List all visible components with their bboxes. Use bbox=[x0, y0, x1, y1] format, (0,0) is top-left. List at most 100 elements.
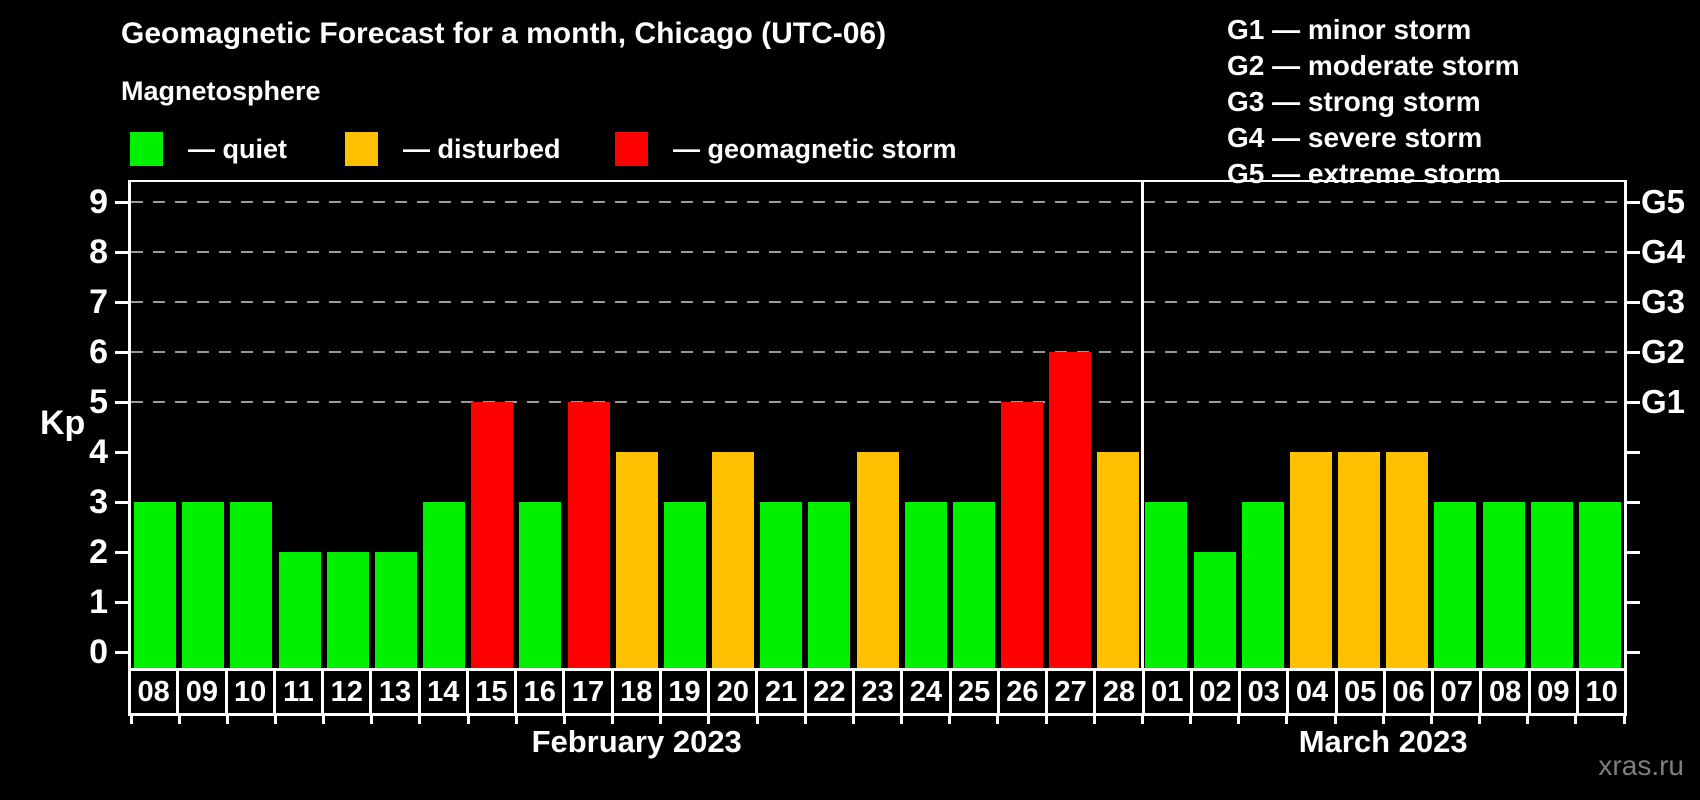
date-boundary-tick bbox=[803, 716, 807, 724]
right-axis-tick bbox=[1627, 550, 1640, 554]
plot-area: 0 1 2 3 4 5 6 7 8 9 G1 G2 G3 G4 G5 bbox=[89, 180, 1685, 670]
y-tick-label: 7 bbox=[89, 283, 108, 321]
date-cell: 10 bbox=[228, 671, 276, 713]
date-boundary-tick bbox=[1044, 716, 1048, 724]
y-tick-label: 9 bbox=[89, 183, 108, 221]
right-axis-tick bbox=[1627, 600, 1640, 604]
date-boundary-tick bbox=[1574, 716, 1578, 724]
y-axis-tick bbox=[115, 450, 128, 454]
g-scale-axis-label: G2 bbox=[1641, 333, 1686, 370]
gridline bbox=[131, 251, 1624, 253]
g-scale-legend-line: G1 — minor storm bbox=[1227, 14, 1472, 45]
g-scale-axis-label: G3 bbox=[1641, 283, 1686, 320]
date-boundary-tick bbox=[418, 716, 422, 724]
date-cell: 18 bbox=[614, 671, 662, 713]
date-boundary-tick bbox=[1429, 716, 1433, 724]
kp-bar bbox=[1145, 502, 1188, 668]
chart-title: Geomagnetic Forecast for a month, Chicag… bbox=[121, 17, 887, 50]
date-cell: 13 bbox=[372, 671, 421, 713]
y-tick-label: 8 bbox=[89, 233, 108, 271]
date-cell: 06 bbox=[1386, 671, 1435, 713]
kp-bar bbox=[519, 502, 562, 668]
date-boundary-tick bbox=[1140, 716, 1144, 724]
date-boundary-tick bbox=[707, 716, 711, 724]
g-scale-axis-label: G1 bbox=[1641, 383, 1686, 420]
date-cell: 15 bbox=[469, 671, 518, 713]
kp-bar bbox=[1386, 452, 1429, 668]
date-boundary-tick bbox=[948, 716, 952, 724]
kp-bar bbox=[1193, 552, 1236, 668]
month-label: March 2023 bbox=[1298, 724, 1468, 759]
kp-bar bbox=[374, 552, 417, 668]
date-boundary-tick bbox=[129, 716, 133, 724]
y-tick-label: 2 bbox=[89, 533, 108, 571]
g-scale-legend-line: G2 — moderate storm bbox=[1227, 50, 1520, 81]
legend-item-label: — geomagnetic storm bbox=[673, 133, 957, 164]
kp-bar bbox=[1482, 502, 1525, 668]
kp-bar bbox=[1530, 502, 1573, 668]
kp-bar bbox=[760, 502, 803, 668]
date-cell: 01 bbox=[1145, 671, 1193, 713]
kp-bar bbox=[1000, 402, 1043, 668]
date-boundary-tick bbox=[1622, 716, 1626, 724]
kp-bar bbox=[1097, 452, 1140, 668]
date-cell: 19 bbox=[662, 671, 711, 713]
date-cell: 07 bbox=[1434, 671, 1483, 713]
date-cell: 12 bbox=[324, 671, 373, 713]
date-boundary-tick bbox=[273, 716, 277, 724]
month-label: February 2023 bbox=[531, 724, 742, 759]
date-boundary-tick bbox=[851, 716, 855, 724]
kp-bar bbox=[134, 502, 177, 668]
date-boundary-tick bbox=[514, 716, 518, 724]
date-boundary-tick bbox=[1189, 716, 1193, 724]
date-cell: 20 bbox=[710, 671, 759, 713]
date-cell: 11 bbox=[276, 671, 325, 713]
g-scale-legend: G1 — minor storm G2 — moderate storm G3 — … bbox=[1227, 12, 1520, 192]
right-axis-tick bbox=[1627, 350, 1640, 354]
date-boundary-tick bbox=[466, 716, 470, 724]
date-boundary-tick bbox=[1092, 716, 1096, 724]
y-axis-tick bbox=[115, 550, 128, 554]
kp-bar bbox=[567, 402, 610, 668]
g-scale-axis-label: G5 bbox=[1641, 183, 1686, 220]
date-boundary-tick bbox=[611, 716, 615, 724]
date-cell: 21 bbox=[758, 671, 807, 713]
legend-item: — quiet bbox=[130, 132, 287, 166]
date-cell: 27 bbox=[1048, 671, 1097, 713]
watermark: xras.ru bbox=[1598, 750, 1684, 781]
y-tick-label: 6 bbox=[89, 333, 108, 371]
kp-bar bbox=[471, 402, 514, 668]
disturbed-color-swatch bbox=[345, 132, 378, 166]
y-axis-tick bbox=[115, 650, 128, 654]
right-axis-tick bbox=[1627, 450, 1640, 454]
date-cell: 25 bbox=[952, 671, 1000, 713]
kp-bar bbox=[856, 452, 899, 668]
date-boundary-tick bbox=[755, 716, 759, 724]
gridline bbox=[131, 401, 1624, 403]
date-cell: 17 bbox=[565, 671, 614, 713]
date-cell: 02 bbox=[1193, 671, 1242, 713]
date-boundary-tick bbox=[370, 716, 374, 724]
kp-bar bbox=[808, 502, 851, 668]
kp-bar bbox=[1434, 502, 1477, 668]
kp-bar bbox=[904, 502, 947, 668]
date-cell: 28 bbox=[1096, 671, 1145, 713]
g-scale-legend-line: G3 — strong storm bbox=[1227, 86, 1481, 117]
g-scale-legend-line: G5 — extreme storm bbox=[1227, 158, 1501, 189]
legend-item: — disturbed bbox=[345, 132, 561, 166]
date-cell: 26 bbox=[1000, 671, 1049, 713]
legend-item: — geomagnetic storm bbox=[615, 132, 957, 166]
date-cell: 10 bbox=[1585, 675, 1618, 708]
gridline bbox=[131, 351, 1624, 353]
g-scale-legend-line: G4 — severe storm bbox=[1227, 122, 1483, 153]
y-tick-label: 5 bbox=[89, 383, 108, 421]
gridline bbox=[131, 301, 1624, 303]
y-axis-tick bbox=[115, 600, 128, 604]
kp-bar bbox=[1338, 452, 1381, 668]
storm-color-swatch bbox=[615, 132, 648, 166]
date-boundary-tick bbox=[1478, 716, 1482, 724]
kp-bar bbox=[712, 452, 755, 668]
y-axis-tick bbox=[115, 250, 128, 254]
date-cell: 22 bbox=[807, 671, 855, 713]
date-boundary-tick bbox=[562, 716, 566, 724]
